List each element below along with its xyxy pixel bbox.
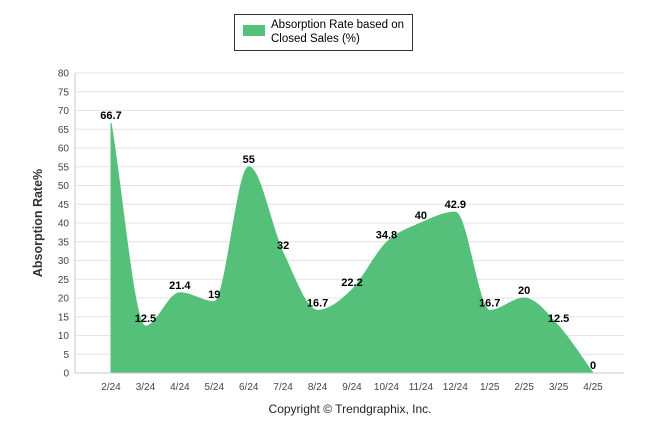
y-tick-label: 0 [63,369,69,380]
data-label: 16.7 [307,297,328,309]
data-label: 32 [277,240,289,252]
legend-swatch [243,25,265,36]
data-label: 42.9 [445,199,466,211]
y-tick-label: 25 [58,275,70,286]
y-tick-label: 30 [58,256,70,267]
y-axis-title: Absorption Rate% [31,169,45,277]
y-tick-label: 80 [58,69,70,80]
data-label: 55 [243,154,255,166]
y-tick-label: 70 [58,106,70,117]
legend: Absorption Rate based on Closed Sales (%… [234,14,413,51]
y-tick-label: 50 [58,181,70,192]
y-tick-label: 20 [58,294,70,305]
y-tick-label: 15 [58,312,70,323]
data-label: 40 [415,210,427,222]
x-tick-label: 8/24 [308,382,328,393]
x-tick-label: 2/25 [514,382,534,393]
y-tick-label: 40 [58,219,70,230]
y-tick-label: 55 [58,162,70,173]
y-tick-label: 75 [58,87,70,98]
legend-label: Absorption Rate based on [271,19,404,31]
series-area [110,122,595,374]
y-tick-label: 10 [58,331,70,342]
y-tick-label: 35 [58,237,70,248]
y-tick-label: 65 [58,125,70,136]
data-label: 21.4 [169,280,191,292]
x-tick-label: 4/24 [170,382,190,393]
x-tick-label: 5/24 [205,382,225,393]
x-tick-label: 1/25 [480,382,500,393]
x-tick-label: 11/24 [409,382,434,393]
y-tick-label: 5 [63,350,69,361]
x-tick-label: 6/24 [239,382,259,393]
data-label: 0 [590,360,596,372]
copyright-footer: Copyright © Trendgraphix, Inc. [269,402,432,416]
y-tick-label: 60 [58,144,70,155]
data-label: 16.7 [479,297,500,309]
x-tick-label: 7/24 [273,382,293,393]
x-tick-label: 10/24 [374,382,399,393]
data-label: 19 [208,289,220,301]
x-tick-label: 4/25 [583,382,603,393]
x-tick-label: 3/25 [549,382,569,393]
data-label: 12.5 [135,313,156,325]
data-label: 66.7 [100,110,121,122]
data-label: 20 [518,285,530,297]
legend-label-cont: Closed Sales (%) [271,33,360,45]
data-label: 12.5 [548,313,569,325]
x-tick-label: 9/24 [342,382,362,393]
x-tick-label: 2/24 [101,382,121,393]
data-label: 34.8 [376,230,397,242]
x-tick-label: 12/24 [443,382,468,393]
y-tick-label: 45 [58,200,70,211]
x-tick-label: 3/24 [136,382,156,393]
data-label: 22.2 [341,277,362,289]
